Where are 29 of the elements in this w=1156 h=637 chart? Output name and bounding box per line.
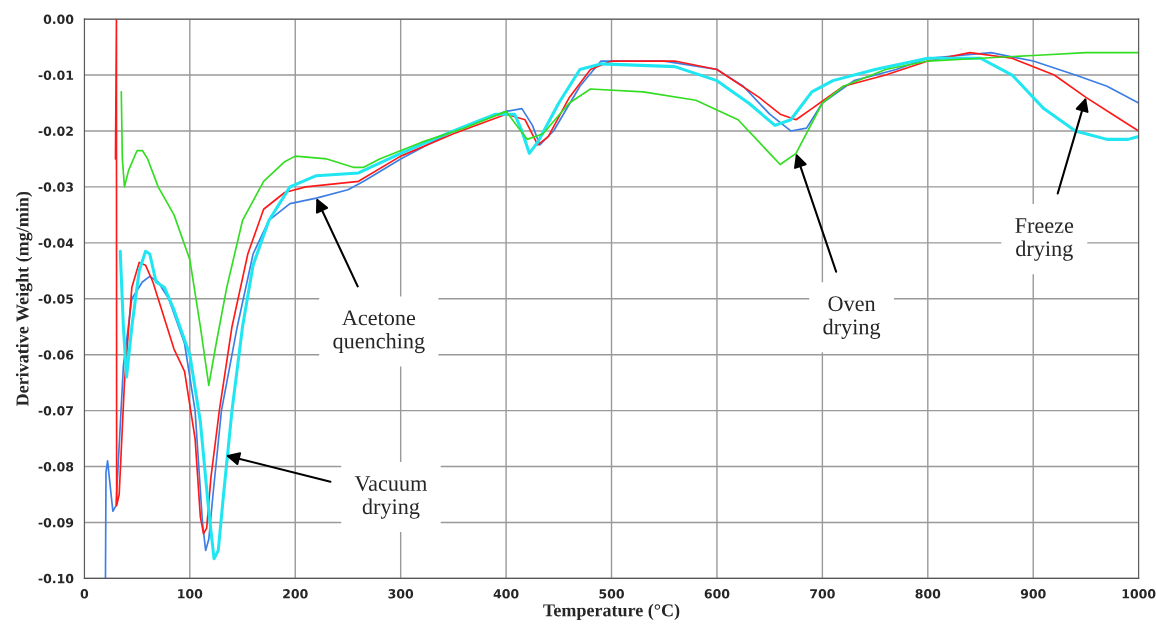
y-tick-label: -0.09 [38, 517, 74, 528]
y-tick-label: -0.10 [38, 573, 74, 584]
x-tick-label: 900 [1020, 589, 1046, 599]
y-tick-label: -0.01 [38, 70, 74, 80]
line-series [120, 51, 1139, 387]
y-tick-label: -0.04 [38, 238, 74, 248]
y-tick-label: -0.02 [38, 126, 73, 136]
y-tick-label: -0.06 [38, 350, 74, 360]
x-tick-label: 800 [915, 589, 941, 599]
x-tick-label: 700 [810, 589, 835, 599]
x-axis-title: Temperature (°C) [543, 603, 680, 621]
x-tick-label: 600 [704, 589, 730, 599]
y-tick-label: -0.08 [38, 462, 74, 472]
y-tick-label: -0.03 [38, 182, 73, 192]
y-tick-label: -0.05 [38, 294, 74, 304]
x-tick-label: 400 [493, 589, 519, 599]
annotation: Vacuum drying [354, 476, 427, 519]
y-axis-title: Derivative Weight (mg/min) [15, 191, 33, 407]
x-tick-label: 300 [388, 589, 414, 599]
x-tick-label: 100 [178, 589, 203, 599]
y-tick-label: -0.07 [38, 406, 73, 416]
x-tick-label: 1000 [1122, 589, 1156, 599]
x-tick-label: 500 [599, 589, 624, 599]
x-tick-label: 200 [283, 589, 308, 599]
annotation: Acetone quenching [333, 310, 425, 354]
annotation: Oven drying [823, 296, 881, 339]
annotation: Freeze drying [1015, 218, 1074, 261]
y-tick-label: 0.00 [43, 14, 74, 25]
x-tick-label: 0 [80, 589, 89, 599]
